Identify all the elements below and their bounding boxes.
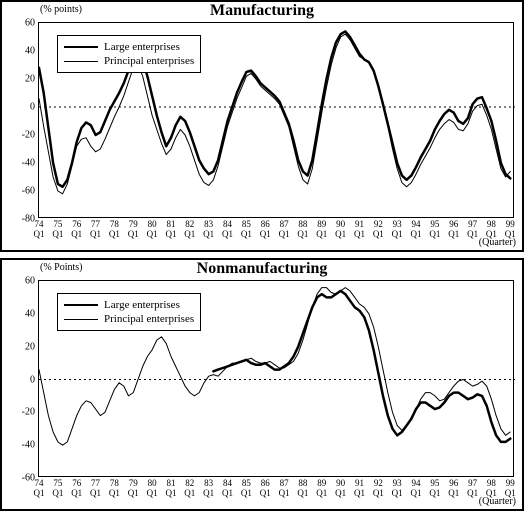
plot-area: 6040200-20-40-6074Q175Q176Q177Q178Q179Q1… xyxy=(38,280,514,477)
y-tick-label: -60 xyxy=(22,186,35,197)
x-tick-label: 77Q1 xyxy=(90,478,101,498)
plot-area: 6040200-20-40-60-8074Q175Q176Q177Q178Q17… xyxy=(38,22,514,218)
x-tick-label: 86Q1 xyxy=(260,219,271,239)
x-tick-label: 74Q1 xyxy=(34,478,45,498)
x-tick-label: 85Q1 xyxy=(241,219,252,239)
x-tick-label: 98Q1 xyxy=(486,478,497,498)
y-axis-label: (% points) xyxy=(40,4,82,15)
x-tick-label: 75Q1 xyxy=(52,219,63,239)
y-tick-label: -40 xyxy=(22,158,35,169)
x-tick-label: 84Q1 xyxy=(222,478,233,498)
legend-swatch xyxy=(64,61,98,62)
legend-label: Principal enterprises xyxy=(104,54,194,68)
x-tick-label: 78Q1 xyxy=(109,219,120,239)
x-tick-label: 83Q1 xyxy=(203,478,214,498)
x-tick-label: 79Q1 xyxy=(128,478,139,498)
chart-panel-0: Manufacturing(% points)6040200-20-40-60-… xyxy=(0,0,524,252)
legend-swatch xyxy=(64,304,98,306)
y-tick-label: -20 xyxy=(22,407,35,418)
chart-panel-1: Nonmanufacturing(% Points)6040200-20-40-… xyxy=(0,258,524,511)
legend-item: Principal enterprises xyxy=(64,54,194,68)
x-tick-label: 93Q1 xyxy=(392,478,403,498)
x-tick-label: 93Q1 xyxy=(392,219,403,239)
y-tick-label: 20 xyxy=(25,74,35,85)
x-tick-label: 96Q1 xyxy=(448,219,459,239)
x-tick-label: 91Q1 xyxy=(354,219,365,239)
x-tick-label: 99Q1 xyxy=(505,478,516,498)
x-tick-label: 84Q1 xyxy=(222,219,233,239)
y-tick-label: 40 xyxy=(25,308,35,319)
x-tick-label: 89Q1 xyxy=(316,478,327,498)
x-tick-label: 97Q1 xyxy=(467,219,478,239)
x-tick-label: 89Q1 xyxy=(316,219,327,239)
x-tick-label: 75Q1 xyxy=(52,478,63,498)
x-tick-label: 81Q1 xyxy=(165,219,176,239)
x-tick-label: 90Q1 xyxy=(335,478,346,498)
x-tick-label: 87Q1 xyxy=(279,219,290,239)
x-tick-label: 88Q1 xyxy=(297,478,308,498)
x-tick-label: 79Q1 xyxy=(128,219,139,239)
x-tick-label: 99Q1 xyxy=(505,219,516,239)
x-tick-label: 92Q1 xyxy=(373,478,384,498)
y-tick-label: 20 xyxy=(25,341,35,352)
y-tick-label: 0 xyxy=(30,102,35,113)
x-tick-label: 98Q1 xyxy=(486,219,497,239)
x-tick-label: 74Q1 xyxy=(34,219,45,239)
legend-item: Principal enterprises xyxy=(64,312,194,326)
x-tick-label: 95Q1 xyxy=(429,478,440,498)
y-tick-label: 60 xyxy=(25,18,35,29)
x-tick-label: 96Q1 xyxy=(448,478,459,498)
y-axis-label: (% Points) xyxy=(40,262,83,273)
x-tick-label: 78Q1 xyxy=(109,478,120,498)
x-axis-caption: (Quarter) xyxy=(479,496,516,507)
series-line-large xyxy=(213,291,510,442)
legend-swatch xyxy=(64,46,98,48)
y-tick-label: 40 xyxy=(25,46,35,57)
x-tick-label: 86Q1 xyxy=(260,478,271,498)
x-tick-label: 83Q1 xyxy=(203,219,214,239)
legend-label: Large enterprises xyxy=(104,298,180,312)
y-tick-label: 60 xyxy=(25,276,35,287)
x-tick-label: 80Q1 xyxy=(147,219,158,239)
y-tick-label: -20 xyxy=(22,130,35,141)
legend-label: Principal enterprises xyxy=(104,312,194,326)
legend: Large enterprisesPrincipal enterprises xyxy=(57,35,201,73)
x-tick-label: 97Q1 xyxy=(467,478,478,498)
x-tick-label: 95Q1 xyxy=(429,219,440,239)
x-tick-label: 76Q1 xyxy=(71,478,82,498)
x-tick-label: 92Q1 xyxy=(373,219,384,239)
legend-label: Large enterprises xyxy=(104,40,180,54)
x-axis-caption: (Quarter) xyxy=(479,237,516,248)
legend-item: Large enterprises xyxy=(64,40,194,54)
x-tick-label: 91Q1 xyxy=(354,478,365,498)
legend: Large enterprisesPrincipal enterprises xyxy=(57,293,201,331)
legend-item: Large enterprises xyxy=(64,298,194,312)
x-tick-label: 76Q1 xyxy=(71,219,82,239)
x-tick-label: 87Q1 xyxy=(279,478,290,498)
x-tick-label: 90Q1 xyxy=(335,219,346,239)
x-tick-label: 82Q1 xyxy=(184,219,195,239)
y-tick-label: -40 xyxy=(22,440,35,451)
x-tick-label: 85Q1 xyxy=(241,478,252,498)
x-tick-label: 94Q1 xyxy=(411,219,422,239)
x-tick-label: 77Q1 xyxy=(90,219,101,239)
x-tick-label: 82Q1 xyxy=(184,478,195,498)
y-tick-label: 0 xyxy=(30,374,35,385)
x-tick-label: 80Q1 xyxy=(147,478,158,498)
x-tick-label: 94Q1 xyxy=(411,478,422,498)
legend-swatch xyxy=(64,319,98,320)
x-tick-label: 88Q1 xyxy=(297,219,308,239)
x-tick-label: 81Q1 xyxy=(165,478,176,498)
